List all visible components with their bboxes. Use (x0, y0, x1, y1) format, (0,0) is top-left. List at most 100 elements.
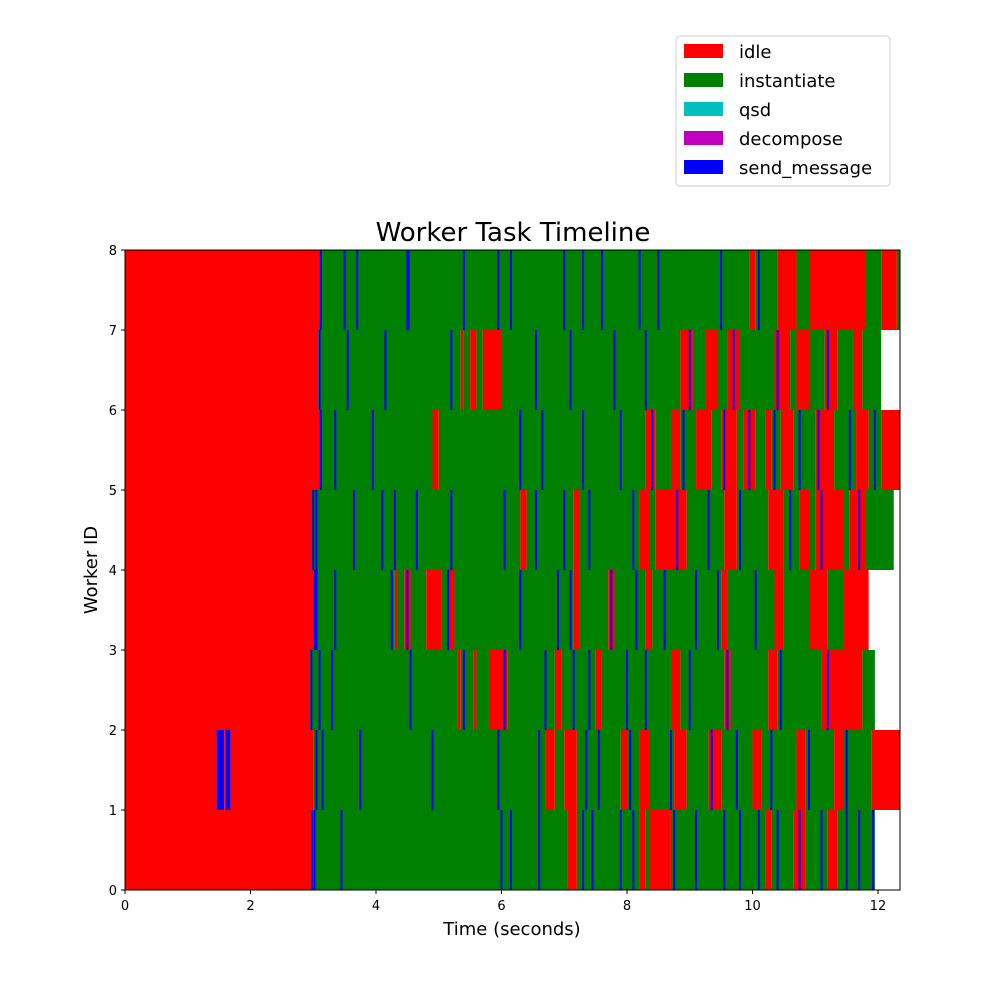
segment-idle-worker-1-12 (639, 730, 649, 810)
segment-idle-worker-1-8 (564, 730, 577, 810)
segment-idle-worker-1-4 (230, 730, 314, 810)
segment-idle-worker-5-14 (765, 410, 772, 490)
x-tick-label-1: 2 (246, 899, 254, 914)
segment-instantiate-worker-6-13 (739, 330, 775, 410)
segment-instantiate-worker-5-13 (755, 410, 766, 490)
send-message-mark-worker-0-5 (538, 810, 541, 890)
legend-label-decompose: decompose (739, 129, 843, 150)
chart-title: Worker Task Timeline (376, 218, 651, 248)
y-tick-label-6: 6 (109, 404, 117, 419)
send-message-mark-worker-3-0 (313, 570, 316, 650)
send-message-mark-worker-7-1 (343, 250, 346, 330)
send-message-mark-worker-1-1 (321, 730, 324, 810)
segment-idle-worker-6-20 (852, 330, 863, 410)
segment-idle-worker-4-4 (573, 490, 580, 570)
send-message-mark-worker-6-4 (535, 330, 538, 410)
segment-idle-worker-0-8 (765, 810, 772, 890)
send-message-mark-worker-2-5 (503, 650, 506, 730)
segment-instantiate-worker-2-13 (680, 650, 725, 730)
segment-idle-worker-1-2 (224, 730, 226, 810)
send-message-mark-worker-0-18 (845, 810, 848, 890)
legend-swatch-decompose (684, 131, 723, 145)
segment-idle-worker-0-12 (827, 810, 838, 890)
send-message-mark-worker-4-9 (563, 490, 566, 570)
send-message-mark-worker-3-6 (519, 570, 522, 650)
segment-instantiate-worker-7-9 (896, 250, 900, 330)
send-message-mark-worker-0-13 (738, 810, 741, 890)
send-message-mark-worker-4-7 (503, 490, 506, 570)
segment-idle-worker-1-20 (796, 730, 806, 810)
segment-idle-worker-5-16 (780, 410, 794, 490)
segment-instantiate-worker-7-7 (865, 250, 882, 330)
segment-idle-worker-3-20 (809, 570, 828, 650)
send-message-mark-worker-3-13 (717, 570, 720, 650)
segment-instantiate-worker-6-7 (501, 330, 681, 410)
segment-idle-worker-5-22 (881, 410, 900, 490)
segment-instantiate-worker-3-3 (397, 570, 405, 650)
segment-instantiate-worker-4-15 (809, 490, 816, 570)
send-message-mark-worker-4-3 (381, 490, 384, 570)
send-message-mark-worker-4-6 (450, 490, 453, 570)
segment-idle-worker-5-4 (645, 410, 656, 490)
segment-instantiate-worker-5-15 (771, 410, 781, 490)
send-message-mark-worker-5-14 (848, 410, 851, 490)
send-message-mark-worker-7-13 (720, 250, 723, 330)
segment-instantiate-worker-2-15 (730, 650, 769, 730)
segment-idle-worker-6-6 (482, 330, 502, 410)
send-message-mark-worker-2-14 (826, 650, 829, 730)
send-message-mark-worker-7-9 (582, 250, 585, 330)
send-message-mark-worker-2-3 (409, 650, 412, 730)
segment-instantiate-worker-2-9 (561, 650, 596, 730)
segment-instantiate-worker-7-1 (319, 250, 750, 330)
segment-instantiate-worker-2-1 (310, 650, 458, 730)
segment-instantiate-worker-4-9 (686, 490, 725, 570)
send-message-mark-worker-1-2 (359, 730, 362, 810)
segment-idle-worker-4-8 (655, 490, 687, 570)
segment-idle-worker-5-0 (125, 410, 320, 490)
send-message-mark-worker-4-4 (393, 490, 396, 570)
send-message-mark-worker-4-11 (632, 490, 635, 570)
send-message-mark-worker-0-15 (776, 810, 779, 890)
segment-idle-worker-3-16 (721, 570, 728, 650)
segment-instantiate-worker-2-3 (460, 650, 474, 730)
send-message-mark-worker-2-13 (779, 650, 782, 730)
send-message-mark-worker-6-10 (776, 330, 779, 410)
segment-idle-worker-1-18 (752, 730, 762, 810)
send-message-mark-worker-1-11 (735, 730, 738, 810)
segment-idle-worker-0-0 (125, 810, 312, 890)
segment-idle-worker-6-0 (125, 330, 319, 410)
segment-idle-worker-4-18 (849, 490, 866, 570)
legend: idle instantiate qsd decompose send_message (675, 35, 891, 187)
send-message-mark-worker-1-4 (497, 730, 500, 810)
segment-instantiate-worker-1-23 (843, 730, 872, 810)
send-message-mark-worker-6-7 (644, 330, 647, 410)
segment-instantiate-worker-5-11 (736, 410, 744, 490)
segment-instantiate-worker-3-13 (614, 570, 646, 650)
send-message-mark-worker-1-7 (597, 730, 600, 810)
segment-instantiate-worker-4-3 (526, 490, 574, 570)
segment-instantiate-worker-3-21 (827, 570, 844, 650)
send-message-mark-worker-1-3 (431, 730, 434, 810)
segment-instantiate-worker-3-17 (727, 570, 775, 650)
send-message-mark-worker-2-0 (310, 650, 313, 730)
segment-instantiate-worker-7-5 (796, 250, 810, 330)
x-tick-label-5: 10 (744, 899, 761, 914)
send-message-mark-worker-7-6 (497, 250, 500, 330)
segment-idle-worker-3-2 (394, 570, 398, 650)
send-message-mark-worker-0-2 (340, 810, 343, 890)
segment-idle-worker-2-2 (457, 650, 461, 730)
legend-swatch-idle (684, 44, 723, 58)
send-message-mark-worker-5-7 (651, 410, 654, 490)
segment-instantiate-worker-0-13 (837, 810, 875, 890)
send-message-mark-worker-7-0 (319, 250, 322, 330)
segment-idle-worker-5-18 (815, 410, 835, 490)
send-message-mark-worker-0-1 (313, 810, 316, 890)
segment-instantiate-worker-6-9 (692, 330, 706, 410)
segment-instantiate-worker-5-5 (655, 410, 671, 490)
y-tick-label-5: 5 (109, 484, 117, 499)
send-message-mark-worker-5-4 (541, 410, 544, 490)
send-message-mark-worker-4-10 (588, 490, 591, 570)
segment-instantiate-worker-6-5 (476, 330, 483, 410)
x-tick-label-3: 6 (497, 899, 505, 914)
segment-instantiate-worker-1-11 (627, 730, 640, 810)
